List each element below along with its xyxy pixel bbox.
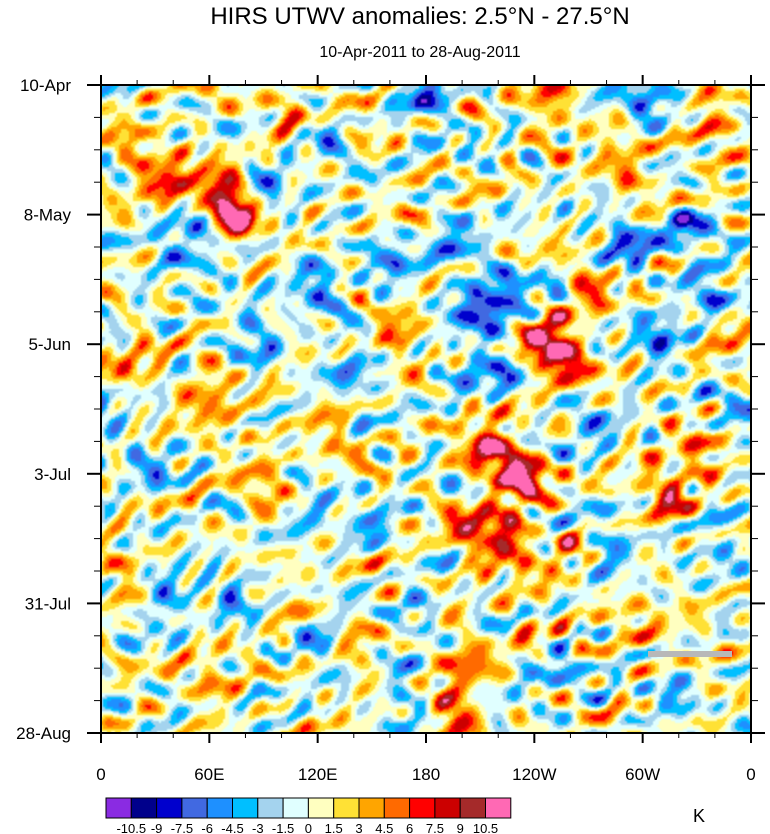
colorbar-swatch (333, 797, 360, 819)
x-tick-label: 180 (412, 765, 440, 784)
y-tick-label: 10-Apr (20, 76, 71, 95)
colorbar-swatch (257, 797, 284, 819)
colorbar-label: 10.5 (473, 821, 498, 834)
x-tick-label: 0 (746, 765, 755, 784)
x-tick-label: 120E (298, 765, 338, 784)
colorbar-label: -9 (151, 821, 163, 834)
colorbar-swatch (156, 797, 183, 819)
colorbar-swatch (485, 797, 512, 819)
y-tick-label: 5-Jun (28, 335, 71, 354)
colorbar-swatch (409, 797, 436, 819)
colorbar-swatch (181, 797, 208, 819)
colorbar-label: 4.5 (375, 821, 393, 834)
y-tick-label: 3-Jul (34, 465, 71, 484)
colorbar-swatch (105, 797, 132, 819)
x-tick-label: 60W (625, 765, 660, 784)
chart-title: HIRS UTWV anomalies: 2.5°N - 27.5°N (210, 3, 629, 30)
y-tick-label: 8-May (24, 206, 72, 225)
colorbar-label: -3 (252, 821, 264, 834)
colorbar-label: -10.5 (116, 821, 146, 834)
colorbar-swatch (206, 797, 233, 819)
colorbar-swatch (130, 797, 158, 819)
y-tick-label: 28-Aug (16, 724, 71, 743)
x-tick-label: 60E (194, 765, 224, 784)
y-tick-label: 31-Jul (25, 594, 71, 613)
colorbar-swatch (358, 797, 385, 819)
colorbar-swatch (232, 797, 259, 819)
colorbar-label: -1.5 (272, 821, 294, 834)
colorbar-swatch (282, 797, 309, 819)
colorbar-label: 1.5 (325, 821, 343, 834)
x-axis: 0 60E 120E 180 120W 60W 0 (96, 75, 756, 784)
colorbar-label: 6 (406, 821, 413, 834)
x-tick-label: 0 (96, 765, 105, 784)
colorbar-label: -4.5 (221, 821, 243, 834)
colorbar-label: 0 (305, 821, 312, 834)
chart-subtitle: 10-Apr-2011 to 28-Aug-2011 (319, 44, 520, 61)
colorbar-label: 9 (457, 821, 464, 834)
colorbar-swatch (459, 797, 487, 819)
colorbar-swatch (434, 797, 461, 819)
missing-data-bar (648, 651, 732, 657)
anomaly-field (101, 85, 751, 733)
colorbar-label: -6 (201, 821, 213, 834)
colorbar: -10.5 -9 -7.5 -6 -4.5 -3 -1.5 0 1.5 3 4.5 6 7.5 9 10.5 (105, 797, 512, 834)
colorbar-label: 7.5 (426, 821, 444, 834)
colorbar-label: -7.5 (171, 821, 193, 834)
y-axis: 10-Apr 8-May 5-Jun 3-Jul 31-Jul 28-Aug (16, 76, 765, 743)
colorbar-unit-label: K (693, 806, 705, 826)
colorbar-swatch (383, 797, 411, 819)
colorbar-label: 3 (355, 821, 362, 834)
x-tick-label: 120W (512, 765, 556, 784)
colorbar-swatch (307, 797, 335, 819)
